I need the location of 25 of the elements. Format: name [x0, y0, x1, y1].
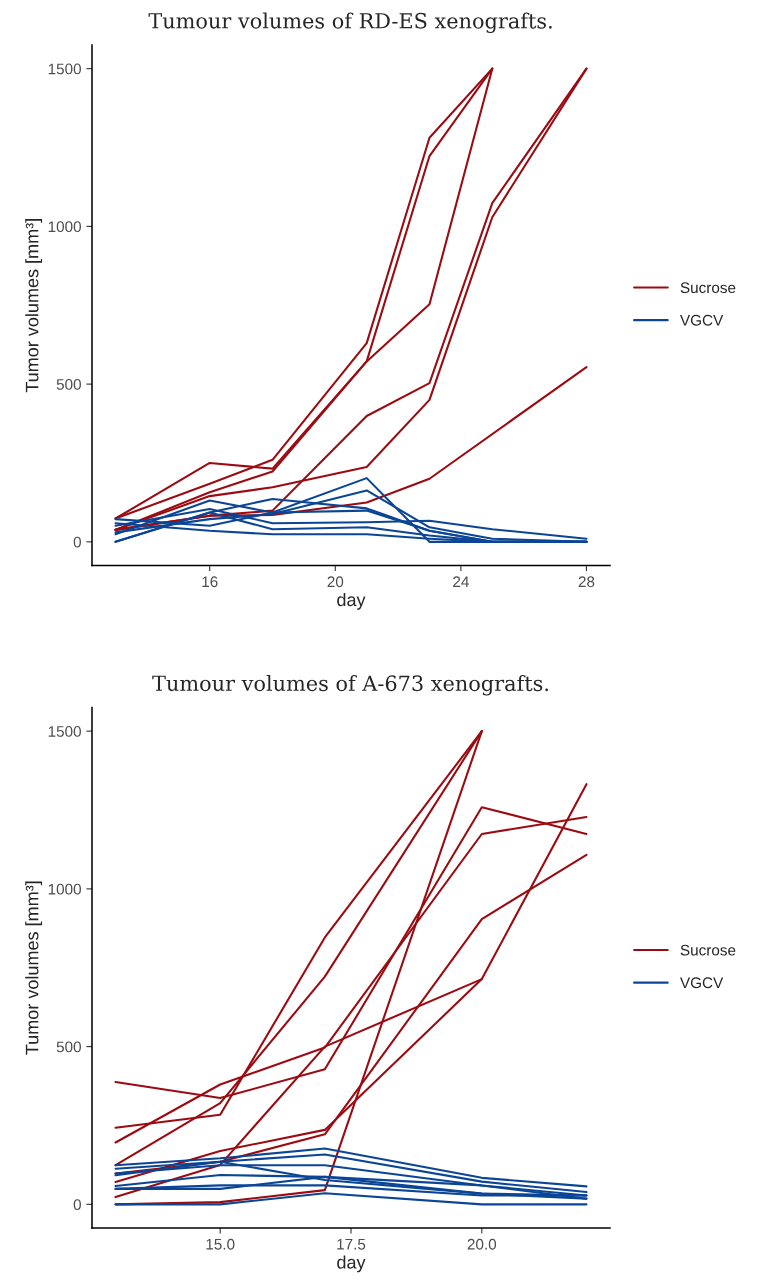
- y-tick-label: 0: [73, 536, 81, 548]
- x-axis-title: day: [337, 592, 366, 610]
- legend-label: VGCV: [680, 314, 724, 326]
- legend-label: Sucrose: [680, 944, 736, 956]
- chart-title: Tumour volumes of RD-ES xenografts.: [148, 12, 552, 33]
- y-axis-title: Tumor volumes [mm³]: [25, 881, 43, 1055]
- y-tick-label: 1000: [48, 883, 81, 895]
- x-axis-title: day: [337, 1255, 366, 1273]
- y-tick-label: 0: [73, 1199, 81, 1211]
- y-axis-title: Tumor volumes [mm³]: [25, 219, 43, 393]
- x-tick-label: 24: [453, 576, 469, 587]
- x-tick-label: 20.0: [467, 1238, 497, 1250]
- x-tick-label: 15.0: [206, 1238, 235, 1250]
- x-tick-label: 16: [202, 576, 218, 588]
- legend-label: VGCV: [680, 977, 724, 989]
- chart-title: Tumour volumes of A-673 xenografts.: [152, 675, 548, 696]
- x-tick-label: 20: [327, 576, 344, 588]
- y-tick-label: 1500: [48, 63, 81, 75]
- legend-label: Sucrose: [680, 282, 736, 294]
- x-tick-label: 28: [578, 576, 595, 588]
- y-tick-label: 500: [56, 378, 81, 390]
- x-tick-label: 17.5: [337, 1238, 366, 1250]
- y-tick-label: 500: [56, 1041, 81, 1053]
- y-tick-label: 1000: [48, 221, 81, 233]
- y-tick-label: 1500: [48, 726, 81, 737]
